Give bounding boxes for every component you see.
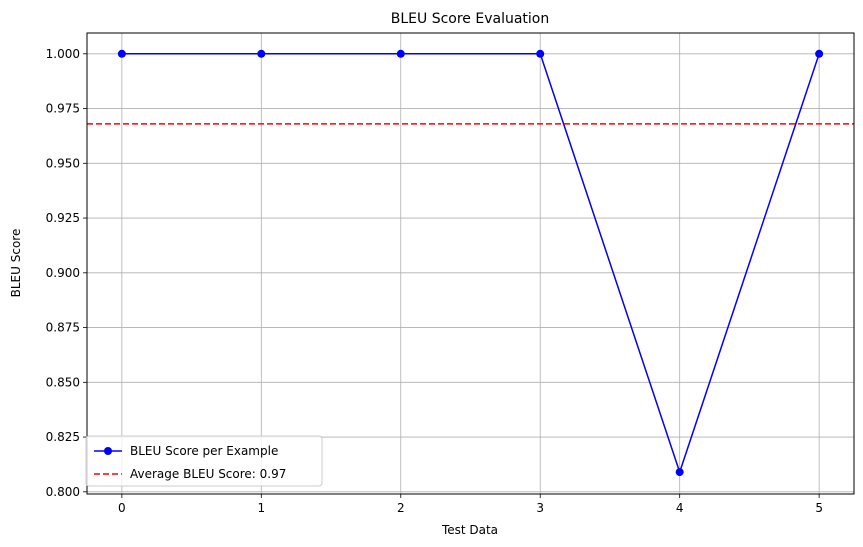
y-tick-label: 0.950	[46, 156, 80, 170]
x-tick-label: 1	[257, 501, 265, 515]
x-tick-label: 2	[397, 501, 405, 515]
data-point	[257, 49, 266, 58]
grid-lines	[87, 33, 854, 494]
x-tick-label: 3	[536, 501, 544, 515]
plot-frame	[86, 32, 855, 495]
y-axis-label: BLEU Score	[9, 229, 23, 298]
y-tick-label: 0.900	[46, 266, 80, 280]
x-axis-ticks: 0 1 2 3 4 5	[118, 494, 823, 515]
x-axis-label: Test Data	[441, 523, 498, 537]
data-point	[536, 49, 545, 58]
legend-box	[85, 435, 323, 487]
chart-title: BLEU Score Evaluation	[391, 11, 549, 27]
legend-label-average: Average BLEU Score: 0.97	[130, 467, 286, 481]
y-tick-label: 0.850	[46, 375, 80, 389]
y-axis-ticks: 0.800 0.825 0.850 0.875 0.900 0.925 0.950 0.975…	[46, 47, 87, 499]
series-line	[121, 53, 820, 475]
x-tick-label: 4	[676, 501, 684, 515]
plot-background	[87, 33, 854, 494]
data-point	[396, 49, 405, 58]
series-layer	[87, 49, 854, 477]
data-point	[117, 49, 126, 58]
data-point	[675, 468, 684, 477]
y-tick-label: 1.000	[46, 47, 80, 61]
data-point	[815, 49, 824, 58]
y-tick-label: 0.800	[46, 485, 80, 499]
legend: BLEU Score per Example Average BLEU Scor…	[85, 435, 323, 487]
x-tick-label: 0	[118, 501, 126, 515]
legend-label-series: BLEU Score per Example	[130, 444, 278, 458]
y-tick-label: 0.975	[46, 102, 80, 116]
y-tick-label: 0.875	[46, 321, 80, 335]
x-tick-label: 5	[815, 501, 823, 515]
legend-marker-series	[104, 447, 112, 455]
y-tick-label: 0.825	[46, 430, 80, 444]
y-tick-label: 0.925	[46, 211, 80, 225]
